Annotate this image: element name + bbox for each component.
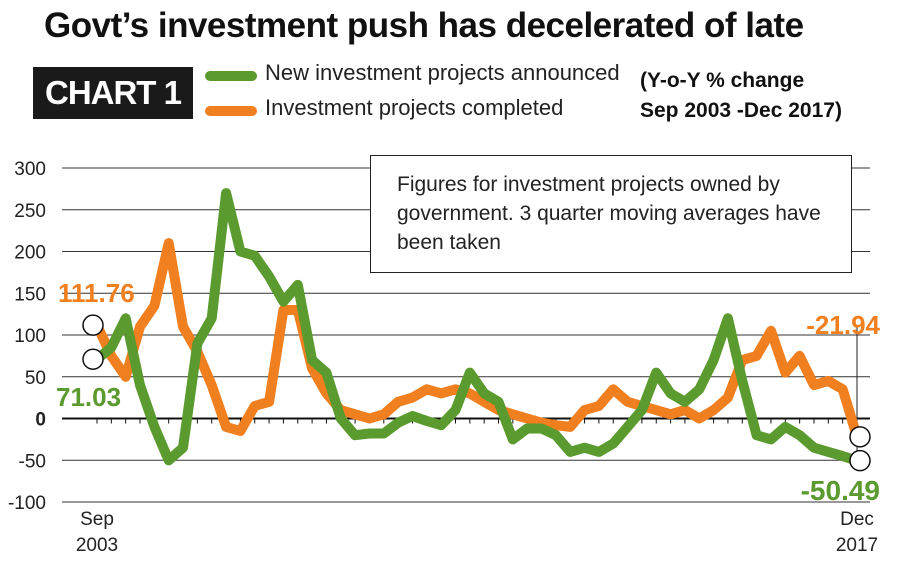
chart-badge: CHART 1 <box>33 67 193 119</box>
y-tick-label: 300 <box>14 159 46 180</box>
data-label-completed-start: 111.76 <box>58 278 135 308</box>
x-tick-label: Dec <box>840 509 874 530</box>
data-label-announced-start: 71.03 <box>56 382 121 412</box>
x-tick-label: 2003 <box>76 535 118 556</box>
data-label-completed-end: -21.94 <box>806 310 880 340</box>
start-marker-completed <box>82 314 104 336</box>
x-tick-label: Sep <box>80 509 114 530</box>
y-tick-label: 50 <box>25 368 46 389</box>
y-tick-label: -100 <box>8 493 46 514</box>
data-label-announced-end: -50.49 <box>801 475 880 506</box>
y-tick-label: 100 <box>14 326 46 347</box>
series-line-announced <box>92 188 862 466</box>
legend-swatch-announced <box>205 71 257 81</box>
y-tick-label: 0 <box>35 410 46 431</box>
y-tick-label: 150 <box>14 284 46 305</box>
end-marker-announced <box>849 449 871 472</box>
chart-note: Figures for investment projects owned by… <box>370 155 852 273</box>
chart-subtitle: (Y-o-Y % change Sep 2003 -Dec 2017) <box>640 69 842 122</box>
y-tick-label: 200 <box>14 243 46 264</box>
chart-title: Govt’s investment push has decelerated o… <box>44 6 804 45</box>
y-tick-label: 250 <box>14 201 46 222</box>
series-line-completed <box>92 238 862 442</box>
end-marker-completed <box>849 426 871 448</box>
x-tick-label: 2017 <box>836 535 878 556</box>
legend-label-announced: New investment projects announced <box>265 60 620 85</box>
y-tick-label: -50 <box>19 451 46 472</box>
legend-label-completed: Investment projects completed <box>265 95 564 120</box>
legend-swatch-completed <box>205 106 257 116</box>
start-marker-announced <box>82 348 104 370</box>
